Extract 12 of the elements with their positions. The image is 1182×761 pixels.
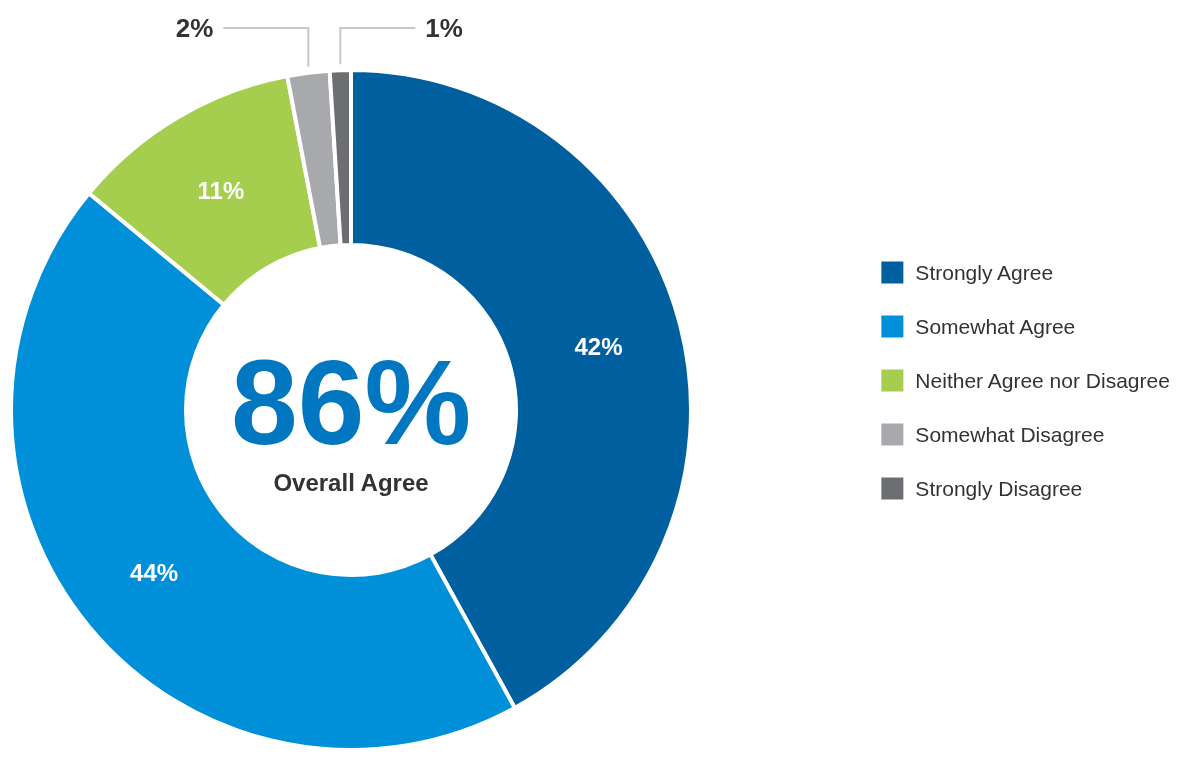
legend-label: Strongly Agree [915,261,1054,284]
legend-label: Somewhat Disagree [915,423,1105,446]
text: 86% [230,335,472,469]
legend-label: Neither Agree nor Disagree [915,369,1170,392]
data-label: 44% [130,559,179,587]
legend-label: Strongly Disagree [915,477,1083,500]
text: Overall Agree [273,468,429,496]
data-label: 42% [574,332,623,360]
legend-label: Somewhat Agree [915,315,1076,338]
data-label: 11% [197,176,245,204]
data-label: 1% [425,13,463,43]
data-label: 2% [175,13,214,43]
